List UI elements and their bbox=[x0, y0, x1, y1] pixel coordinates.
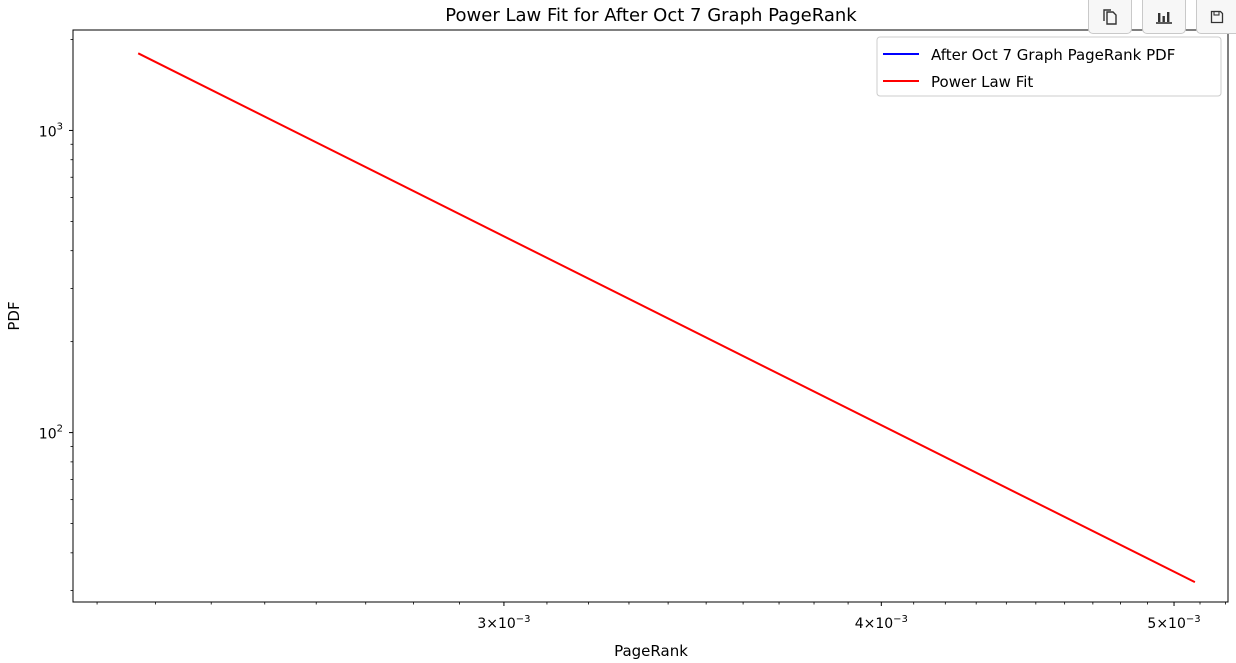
x-axis-ticks: 3×10−3 4×10−3 5×10−3 bbox=[477, 602, 1201, 632]
save-icon bbox=[1210, 10, 1223, 23]
x-tick-label: 4×10−3 bbox=[855, 614, 908, 632]
copy-button[interactable] bbox=[1088, 0, 1132, 34]
copy-icon bbox=[1103, 8, 1117, 25]
y-axis-label: PDF bbox=[5, 301, 23, 330]
legend-box bbox=[876, 36, 1222, 97]
bar-chart-icon bbox=[1156, 11, 1172, 24]
chart-toolbar bbox=[1088, 0, 1236, 36]
series-line-1 bbox=[137, 52, 1196, 583]
legend: After Oct 7 Graph PageRank PDF Power Law… bbox=[876, 36, 1222, 97]
chart-title: Power Law Fit for After Oct 7 Graph Page… bbox=[445, 5, 857, 26]
x-tick-label: 3×10−3 bbox=[477, 614, 530, 632]
minor-ticks bbox=[70, 39, 1226, 605]
x-axis-label: PageRank bbox=[614, 642, 688, 660]
save-button[interactable] bbox=[1196, 0, 1236, 34]
plot-area bbox=[72, 29, 1229, 603]
series-layer bbox=[137, 52, 1196, 583]
legend-label-fit: Power Law Fit bbox=[931, 73, 1033, 91]
chart-view-button[interactable] bbox=[1142, 0, 1186, 34]
x-tick-label: 5×10−3 bbox=[1147, 614, 1200, 632]
y-axis-ticks: 102 103 bbox=[39, 121, 73, 443]
y-tick-label: 103 bbox=[39, 121, 63, 140]
y-tick-label: 102 bbox=[39, 424, 63, 443]
legend-label-pdf: After Oct 7 Graph PageRank PDF bbox=[931, 46, 1175, 64]
